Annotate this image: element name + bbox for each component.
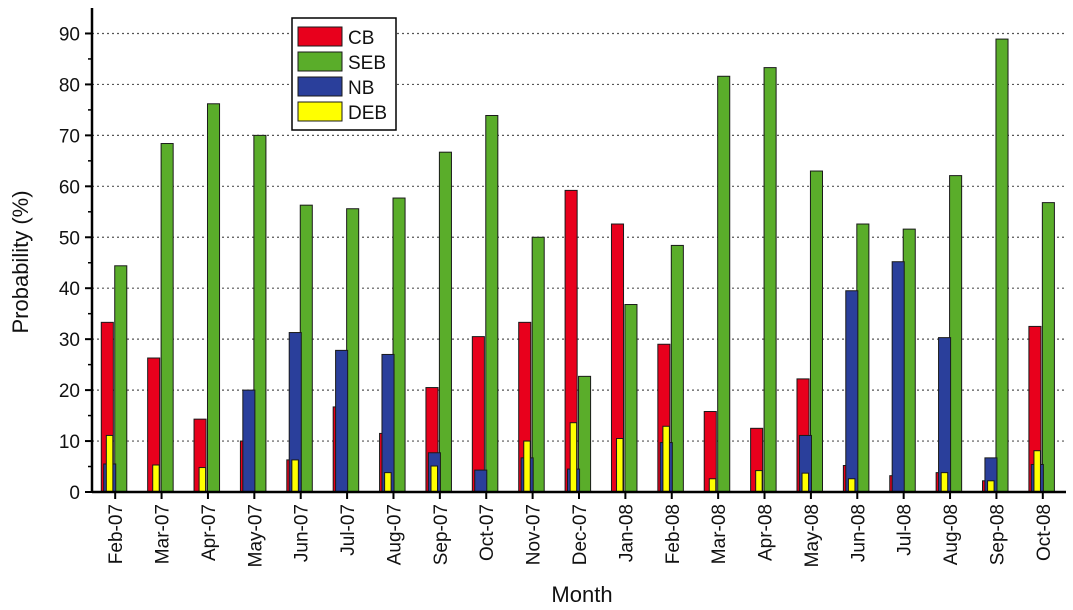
y-tick-label: 40 <box>59 279 80 300</box>
bar-seb <box>902 228 916 493</box>
x-tick-label: Apr-08 <box>756 504 777 561</box>
y-tick-label: 70 <box>59 126 80 147</box>
bar-seb <box>717 75 731 493</box>
x-tick-label: Mar-07 <box>153 504 174 564</box>
y-tick-label: 50 <box>59 228 80 249</box>
x-tick-label: Jun-07 <box>292 504 313 562</box>
legend: CB SEB NB DEB <box>291 17 397 131</box>
y-tick-label: 30 <box>59 330 80 351</box>
bar-deb <box>384 472 392 493</box>
y-tick-label: 10 <box>59 432 80 453</box>
x-tick-label: Oct-08 <box>1034 504 1055 561</box>
bar-deb <box>198 467 207 493</box>
x-tick-label: Mar-08 <box>709 504 730 564</box>
bar-seb <box>485 114 499 493</box>
legend-label-cb: CB <box>348 28 374 49</box>
y-tick-label: 20 <box>59 381 80 402</box>
x-tick-label: Nov-07 <box>524 504 545 565</box>
bar-nb <box>335 349 349 493</box>
bar-seb <box>531 236 545 493</box>
bar-seb <box>253 134 267 493</box>
bar-nb <box>891 261 905 493</box>
bar-deb <box>616 438 624 493</box>
legend-label-deb: DEB <box>348 103 387 124</box>
x-axis-label: Month <box>551 582 612 607</box>
bar-deb <box>755 470 763 493</box>
y-axis-ticks: 0 10 20 30 40 50 60 70 80 90 <box>59 24 92 504</box>
bar-seb <box>346 208 360 493</box>
bar-seb <box>1041 202 1055 493</box>
bars <box>100 38 1055 493</box>
x-tick-label: May-07 <box>245 504 266 567</box>
bar-deb <box>801 472 810 493</box>
x-tick-label: Feb-08 <box>663 504 684 564</box>
legend-label-seb: SEB <box>348 53 386 74</box>
x-tick-label: Dec-07 <box>570 504 591 565</box>
bar-deb <box>430 465 439 493</box>
bar-seb <box>206 103 221 493</box>
x-tick-label: Oct-07 <box>477 504 498 561</box>
y-tick-label: 60 <box>59 177 80 198</box>
bar-nb <box>381 353 395 493</box>
bar-deb <box>523 440 531 493</box>
bar-seb <box>299 204 313 493</box>
bar-seb <box>438 151 452 493</box>
y-tick-label: 80 <box>59 75 80 96</box>
bar-deb <box>105 434 114 493</box>
bar-deb <box>569 422 578 493</box>
x-tick-label: Aug-07 <box>384 504 405 565</box>
bar-seb <box>995 38 1009 493</box>
legend-swatch-seb <box>297 51 343 72</box>
x-tick-label: Jul-08 <box>895 504 916 556</box>
bar-seb <box>392 197 406 493</box>
x-tick-label: Jan-08 <box>616 504 637 562</box>
x-tick-label: Feb-07 <box>106 504 127 564</box>
bar-seb <box>160 143 174 493</box>
x-tick-label: Aug-08 <box>941 504 962 565</box>
x-tick-label: Jul-07 <box>338 504 359 556</box>
bar-deb <box>940 472 949 493</box>
bar-seb <box>578 375 592 493</box>
legend-swatch-cb <box>297 26 343 47</box>
x-tick-label: May-08 <box>802 504 823 567</box>
bar-nb <box>938 337 952 493</box>
bar-deb <box>987 480 995 493</box>
bar-nb <box>474 469 488 493</box>
bar-seb <box>856 223 870 493</box>
y-tick-label: 90 <box>59 24 80 45</box>
x-tick-label: Sep-08 <box>987 504 1008 565</box>
bar-seb <box>670 244 684 493</box>
legend-label-nb: NB <box>348 78 374 99</box>
bar-seb <box>763 67 777 493</box>
bar-deb <box>847 478 856 493</box>
bar-deb <box>1033 450 1041 493</box>
bar-nb <box>242 389 256 493</box>
x-tick-label: Jun-08 <box>848 504 869 562</box>
bar-seb <box>114 265 128 493</box>
bar-seb <box>949 175 963 493</box>
bar-seb <box>809 170 824 493</box>
legend-swatch-nb <box>297 76 343 97</box>
bar-deb <box>708 478 717 493</box>
legend-swatch-deb <box>297 101 343 122</box>
x-tick-label: Sep-07 <box>431 504 452 565</box>
bar-deb <box>662 425 670 493</box>
bar-cb <box>471 336 485 493</box>
bar-deb <box>291 459 299 493</box>
x-tick-label: Apr-07 <box>199 504 220 561</box>
x-axis-ticks: Feb-07 Mar-07 Apr-07 May-07 Jun-07 Jul-07 Aug-… <box>106 492 1055 567</box>
y-tick-label: 0 <box>69 483 80 504</box>
bar-deb <box>152 464 160 493</box>
bar-nb <box>845 290 859 493</box>
bar-seb <box>624 304 638 493</box>
y-axis-label: Probability (%) <box>8 190 33 333</box>
